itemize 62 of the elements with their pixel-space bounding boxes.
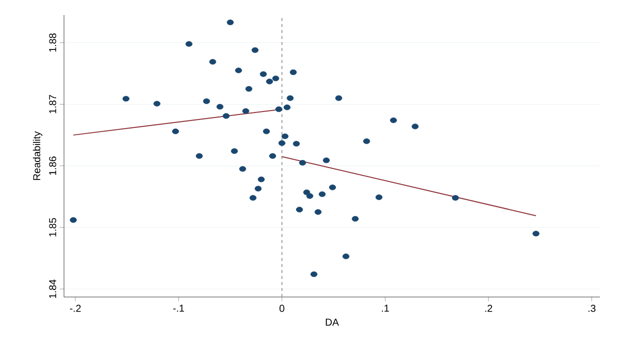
point xyxy=(278,140,286,146)
point xyxy=(318,191,326,197)
point xyxy=(209,58,216,65)
point xyxy=(329,184,336,190)
x-tick-label: .3 xyxy=(588,304,596,312)
y-tick-label: 1.87 xyxy=(49,95,56,114)
y-axis-title: Readability xyxy=(32,131,42,180)
point xyxy=(322,158,330,164)
x-axis-title: DA xyxy=(326,318,339,326)
point xyxy=(452,195,459,201)
point xyxy=(250,195,256,201)
point xyxy=(269,153,276,159)
point xyxy=(532,230,540,236)
point xyxy=(290,69,297,76)
point xyxy=(275,106,282,112)
point xyxy=(314,209,322,215)
x-tick-label: -.1 xyxy=(173,304,184,312)
point xyxy=(412,124,419,130)
point xyxy=(242,108,250,114)
point xyxy=(258,176,265,182)
point xyxy=(122,96,130,102)
point xyxy=(203,98,210,104)
point xyxy=(226,20,234,26)
point xyxy=(222,113,230,119)
point xyxy=(282,134,288,140)
point xyxy=(260,71,267,77)
point xyxy=(230,148,238,154)
point xyxy=(342,254,350,260)
point xyxy=(252,47,259,53)
point xyxy=(70,217,77,223)
point xyxy=(254,186,262,192)
point xyxy=(245,86,252,92)
y-tick-label: 1.85 xyxy=(49,218,56,236)
point xyxy=(299,160,306,166)
point xyxy=(272,76,280,82)
point xyxy=(335,95,342,101)
point xyxy=(235,68,242,74)
y-tick-label: 1.84 xyxy=(49,280,56,298)
point xyxy=(286,95,294,101)
point xyxy=(363,138,370,144)
y-tick-label: 1.88 xyxy=(49,33,56,52)
point xyxy=(352,216,359,222)
point xyxy=(262,128,270,134)
point xyxy=(266,78,273,84)
point xyxy=(292,140,300,146)
x-tick-label: -.2 xyxy=(70,304,81,312)
y-tick-label: 1.86 xyxy=(49,156,56,175)
point xyxy=(284,104,291,110)
point xyxy=(296,206,303,212)
point xyxy=(306,193,314,199)
point xyxy=(154,100,160,106)
point xyxy=(216,104,224,110)
point xyxy=(376,194,382,200)
point xyxy=(239,166,246,172)
point xyxy=(390,117,397,124)
x-tick-label: .1 xyxy=(382,304,389,312)
x-tick-label: 0 xyxy=(280,304,284,312)
point xyxy=(310,271,318,278)
point xyxy=(186,41,192,47)
x-tick-label: .2 xyxy=(485,304,492,312)
point xyxy=(196,153,203,159)
point xyxy=(172,128,179,134)
